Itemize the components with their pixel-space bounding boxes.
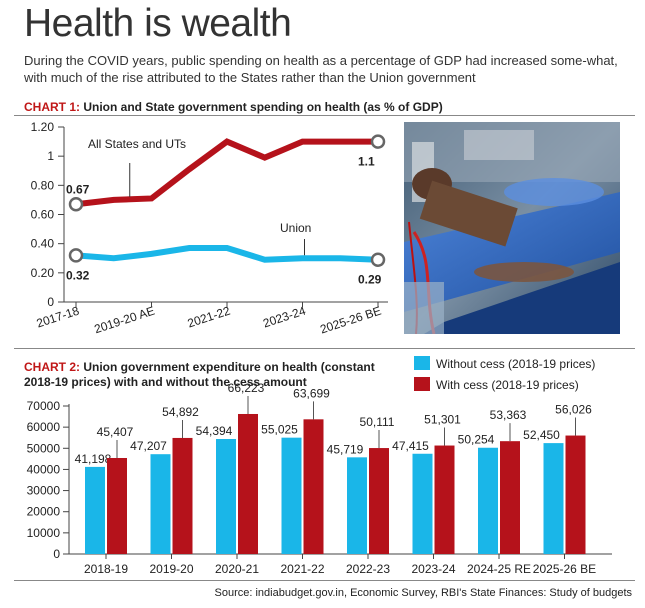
legend-swatch-with-cess [414,377,430,391]
point-value-label: 0.32 [66,268,90,282]
divider-bottom [14,580,635,581]
y-tick-label: 0.40 [31,237,55,251]
chart1-heading-prefix: CHART 1: [24,100,80,114]
chart2-heading-prefix: CHART 2: [24,360,80,374]
x-category-label: 2023-24 [411,562,455,576]
bar-without-cess [412,453,433,554]
bar-with-cess [434,445,455,554]
bar-value-label: 50,111 [360,415,395,429]
bar-value-label: 47,207 [130,439,167,453]
chart2-heading-text: Union government expenditure on health (… [24,360,375,389]
x-category-label: 2022-23 [346,562,390,576]
bar-with-cess [369,448,389,554]
x-tick-label: 2021-22 [186,303,233,330]
y-tick-label: 60000 [27,420,61,434]
x-tick-label: 2023-24 [261,303,308,330]
point-value-label: 1.1 [358,155,375,169]
bar-value-label: 63,699 [293,386,330,400]
bar-without-cess [216,438,236,554]
bar-without-cess [478,447,498,554]
bar-with-cess [565,435,586,554]
bar-value-label: 55,025 [261,423,298,437]
intro-text: During the COVID years, public spending … [24,53,618,85]
bar-value-label: 41,198 [75,452,112,466]
divider-top [14,115,635,116]
point-value-label: 0.67 [66,182,90,196]
y-tick-label: 20000 [27,505,61,519]
chart2-heading: CHART 2: Union government expenditure on… [24,360,404,390]
end-point-marker [370,252,386,267]
bar-with-cess [172,437,193,554]
chart1-heading: CHART 1: Union and State government spen… [24,100,443,115]
bar-value-label: 50,254 [458,433,495,447]
bar-value-label: 45,407 [97,425,134,439]
hospital-photo-image [404,122,620,334]
divider-middle [14,348,635,349]
hospital-photo [404,122,620,334]
bar-without-cess [543,443,564,554]
x-category-label: 2025-26 BE [533,562,596,576]
legend-swatch-without-cess [414,356,430,370]
headline: Health is wealth [24,2,292,45]
x-category-label: 2024-25 RE [467,562,531,576]
bar-without-cess [281,437,302,554]
y-tick-label: 30000 [27,484,61,498]
y-tick-label: 0.80 [31,178,55,192]
bar-value-label: 53,363 [490,408,527,422]
bar-value-label: 66,223 [228,381,265,395]
bar-with-cess [303,419,324,554]
bar-with-cess [500,441,520,554]
bar-without-cess [85,466,105,554]
x-category-label: 2021-22 [280,562,324,576]
states-series-label: All States and UTs [88,137,186,151]
bar-value-label: 45,719 [327,442,364,456]
chart1-line-chart: 0 0.20 0.40 0.60 0.80 1 1.20 2017-18 2019-20 AE 2… [31,120,388,337]
y-tick-label: 0.60 [31,208,55,222]
y-tick-label: 1.20 [31,120,55,134]
y-tick-label: 10000 [27,526,61,540]
y-tick-label: 1 [47,149,54,163]
y-tick-label: 40000 [27,462,61,476]
x-category-label: 2019-20 [149,562,193,576]
legend-label-without-cess: Without cess (2018-19 prices) [436,357,596,371]
legend-with-cess: With cess (2018-19 prices) [414,377,579,395]
bar-with-cess [107,457,127,554]
y-tick-label: 0.20 [31,266,55,280]
union-line [75,245,379,263]
legend-label-with-cess: With cess (2018-19 prices) [436,378,579,392]
x-category-label: 2018-19 [84,562,128,576]
y-tick-label: 0 [53,547,60,561]
y-tick-label: 50000 [27,441,61,455]
legend-without-cess: Without cess (2018-19 prices) [414,356,595,374]
end-point-marker [370,134,386,149]
states-line [75,138,378,208]
bar-with-cess [238,413,258,554]
bar-without-cess [150,454,171,554]
x-tick-label: 2017-18 [35,303,82,330]
chart1-heading-text: Union and State government spending on h… [83,100,443,114]
x-tick-label: 2019-20 AE [92,304,156,337]
bar-value-label: 47,415 [392,439,429,453]
point-value-label: 0.29 [358,273,382,287]
x-category-label: 2020-21 [215,562,259,576]
bar-value-label: 54,394 [196,424,233,438]
bar-value-label: 56,026 [555,403,592,417]
bar-value-label: 51,301 [424,413,461,427]
bar-value-label: 52,450 [523,428,560,442]
end-point-marker [68,197,84,212]
bar-without-cess [347,457,367,554]
end-point-marker [68,248,84,263]
source-note: Source: indiabudget.gov.in, Economic Sur… [214,587,632,599]
x-tick-label: 2025-26 BE [318,304,383,337]
union-series-label: Union [280,221,311,235]
chart2-bar-chart: 0 10000 20000 30000 40000 50000 60000 70000 2018… [27,381,612,576]
y-tick-label: 70000 [27,399,61,413]
y-tick-label: 0 [47,295,54,309]
bar-value-label: 54,892 [162,405,199,419]
